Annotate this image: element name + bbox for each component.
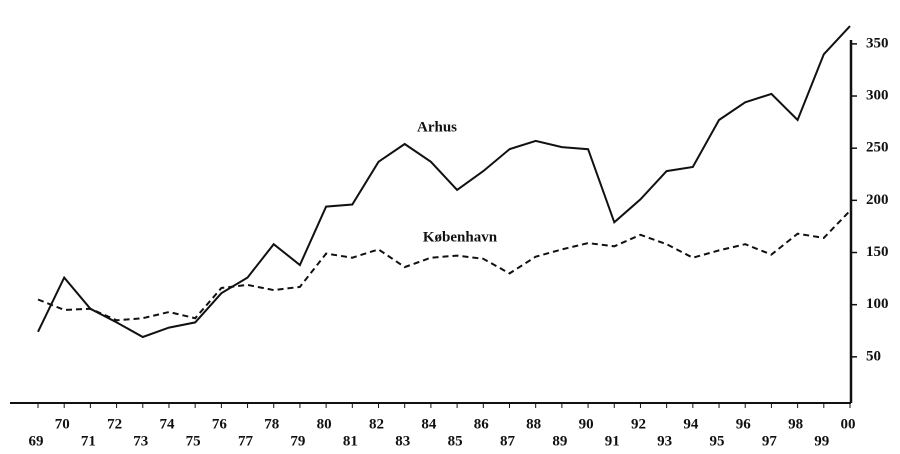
y-tick-label: 350 bbox=[866, 35, 889, 51]
x-tick-label: 89 bbox=[552, 433, 567, 449]
x-tick-label: 80 bbox=[317, 416, 332, 432]
x-tick-label: 97 bbox=[762, 433, 778, 449]
x-tick-label: 72 bbox=[107, 416, 122, 432]
y-tick-label: 300 bbox=[866, 87, 889, 103]
x-tick-label: 70 bbox=[55, 416, 70, 432]
x-tick-label: 88 bbox=[526, 416, 541, 432]
x-tick-label: 77 bbox=[238, 433, 254, 449]
x-tick-label: 95 bbox=[710, 433, 725, 449]
series-line bbox=[37, 210, 851, 322]
x-tick-label: 84 bbox=[421, 416, 437, 432]
y-tick-label: 200 bbox=[866, 192, 889, 208]
x-tick-label: 92 bbox=[631, 416, 646, 432]
y-tick-label: 50 bbox=[866, 348, 881, 364]
x-tick-label: 78 bbox=[264, 416, 279, 432]
x-tick-label: 71 bbox=[81, 433, 96, 449]
x-tick-label: 73 bbox=[133, 433, 148, 449]
x-tick-label: 94 bbox=[683, 416, 699, 432]
x-tick-label: 87 bbox=[500, 433, 516, 449]
series-label: København bbox=[423, 229, 498, 245]
x-tick-label: 81 bbox=[343, 433, 358, 449]
series-line bbox=[37, 25, 851, 339]
x-tick-label: 69 bbox=[29, 433, 44, 449]
series-label: Arhus bbox=[417, 119, 457, 135]
x-tick-label: 90 bbox=[579, 416, 594, 432]
x-tick-label: 85 bbox=[448, 433, 463, 449]
x-tick-label: 00 bbox=[841, 416, 856, 432]
x-tick-label: 98 bbox=[788, 416, 803, 432]
x-tick-label: 96 bbox=[736, 416, 752, 432]
x-tick-label: 86 bbox=[474, 416, 490, 432]
x-tick-label: 79 bbox=[290, 433, 305, 449]
x-tick-label: 74 bbox=[159, 416, 175, 432]
y-tick-label: 150 bbox=[866, 244, 889, 260]
x-tick-label: 91 bbox=[605, 433, 620, 449]
x-tick-label: 75 bbox=[186, 433, 201, 449]
x-tick-label: 83 bbox=[395, 433, 410, 449]
x-tick-label: 82 bbox=[369, 416, 384, 432]
x-tick-label: 99 bbox=[814, 433, 829, 449]
y-tick-label: 250 bbox=[866, 140, 889, 156]
x-tick-label: 93 bbox=[657, 433, 672, 449]
y-tick-label: 100 bbox=[866, 296, 889, 312]
x-tick-label: 76 bbox=[212, 416, 228, 432]
